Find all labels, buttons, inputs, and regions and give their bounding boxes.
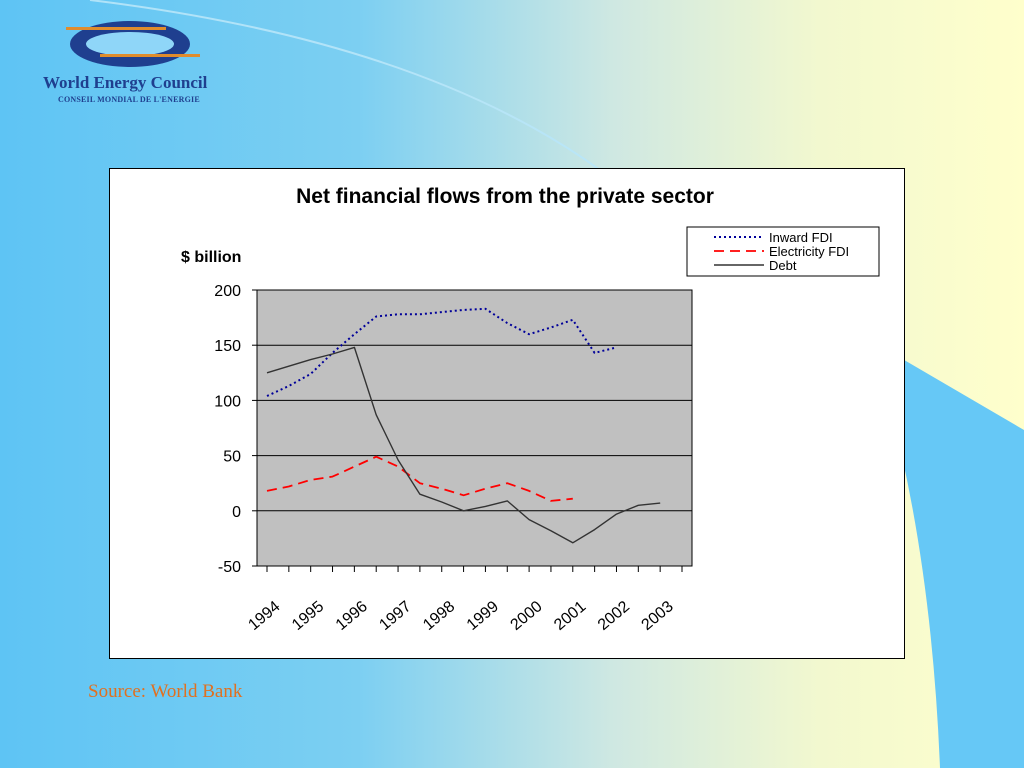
wec-logo-icon xyxy=(66,21,200,67)
chart-title: Net financial flows from the private sec… xyxy=(296,185,714,208)
x-tick-label: 2001 xyxy=(551,598,589,634)
series-line-electricity-fdi xyxy=(266,455,573,502)
y-axis-label: $ billion xyxy=(181,249,241,266)
series-line-inward-fdi xyxy=(266,307,617,397)
y-tick-label: 0 xyxy=(232,504,241,521)
logo-title: World Energy Council xyxy=(43,73,208,92)
chart-frame: Net financial flows from the private sec… xyxy=(109,168,905,659)
x-tick-label: 1995 xyxy=(289,598,327,634)
legend-label: Inward FDI xyxy=(769,230,833,245)
x-tick-label: 1998 xyxy=(420,598,458,634)
y-tick-label: 150 xyxy=(214,338,241,355)
y-tick-label: 100 xyxy=(214,393,241,410)
y-tick-label: -50 xyxy=(218,559,241,576)
series-line-debt xyxy=(266,346,661,544)
legend-label: Debt xyxy=(769,258,797,273)
x-tick-label: 1999 xyxy=(464,598,502,634)
x-tick-label: 1997 xyxy=(376,598,414,634)
legend-label: Electricity FDI xyxy=(769,244,849,259)
x-tick-label: 2003 xyxy=(639,598,677,634)
x-tick-label: 1994 xyxy=(245,598,283,634)
x-tick-label: 2002 xyxy=(595,598,633,634)
y-tick-label: 50 xyxy=(223,449,241,466)
x-tick-label: 1996 xyxy=(333,598,371,634)
chart: Net financial flows from the private sec… xyxy=(181,185,880,634)
plot-area xyxy=(256,289,693,567)
x-tick-label: 2000 xyxy=(507,598,545,634)
logo-subtitle: CONSEIL MONDIAL DE L'ENERGIE xyxy=(58,95,200,104)
y-tick-label: 200 xyxy=(214,283,241,300)
source-note: Source: World Bank xyxy=(88,681,243,702)
